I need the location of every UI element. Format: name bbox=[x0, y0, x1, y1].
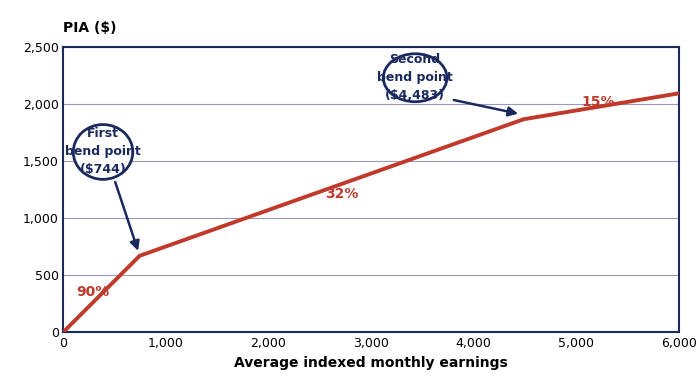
Text: 15%: 15% bbox=[582, 95, 615, 109]
Text: PIA ($): PIA ($) bbox=[63, 21, 116, 35]
Text: Second
bend point
($4,483): Second bend point ($4,483) bbox=[377, 53, 453, 102]
Text: First
bend point
($744): First bend point ($744) bbox=[65, 127, 141, 176]
Text: 90%: 90% bbox=[76, 285, 110, 299]
Text: 32%: 32% bbox=[325, 187, 358, 201]
X-axis label: Average indexed monthly earnings: Average indexed monthly earnings bbox=[234, 357, 508, 370]
Ellipse shape bbox=[74, 125, 133, 179]
Ellipse shape bbox=[384, 54, 447, 102]
